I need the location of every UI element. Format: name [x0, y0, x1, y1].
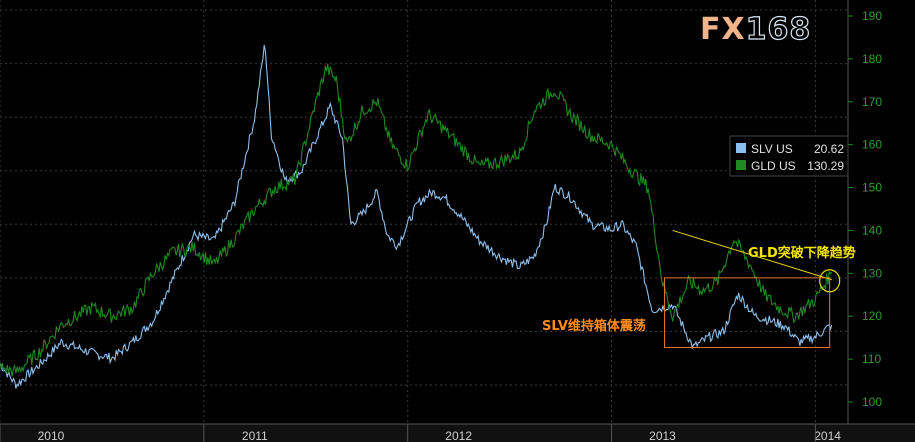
logo-fx-text: FX	[700, 12, 746, 47]
right-tick-label: 160	[862, 138, 882, 152]
right-tick-label: 180	[862, 52, 882, 66]
right-axis: 190 180 170 160 150 140 130 120 110 100	[847, 0, 915, 442]
legend-swatch	[736, 143, 746, 153]
slv-range-box	[664, 277, 831, 349]
legend: SLV US 20.62 GLD US 130.29	[729, 135, 849, 177]
x-axis: 2010 2011 2012 2013 2014	[0, 423, 915, 442]
x-axis-bar	[0, 424, 915, 442]
gld-annotation-label: GLD突破下降趋势	[748, 245, 856, 261]
chart-grid	[0, 0, 848, 424]
x-tick-label: 2012	[445, 429, 472, 442]
right-tick-label: 170	[862, 95, 882, 109]
fx168-logo: FX168	[700, 11, 812, 47]
right-tick-label: 150	[862, 181, 882, 195]
x-tick-label: 2011	[242, 429, 268, 442]
legend-box	[729, 135, 849, 177]
x-tick-label: 2013	[649, 429, 676, 442]
legend-series-name: GLD US	[751, 159, 796, 173]
legend-series-value: 20.62	[814, 142, 844, 156]
slv-annotation-label: SLV维持箱体震荡	[542, 318, 646, 334]
right-tick-label: 120	[862, 309, 882, 323]
right-tick-label: 140	[862, 223, 882, 237]
right-tick-label: 110	[862, 352, 881, 366]
legend-series-name: SLV US	[751, 142, 793, 156]
legend-series-value: 130.29	[807, 159, 844, 173]
plot-background	[0, 0, 848, 424]
right-tick-label: 130	[862, 266, 882, 280]
x-tick-label: 2014	[814, 429, 841, 442]
legend-swatch	[736, 160, 746, 170]
right-tick-label: 100	[862, 395, 882, 409]
logo-number-text: 168	[745, 11, 812, 47]
series-line-slv	[0, 44, 833, 389]
gld-trendline	[672, 229, 832, 281]
right-tick-label: 190	[862, 9, 882, 23]
series-group	[0, 44, 833, 389]
x-tick-label: 2010	[38, 429, 65, 442]
right-axis-strip	[848, 0, 915, 442]
series-line-gld	[0, 63, 833, 377]
annotations-group: GLD突破下降趋势 SLV维持箱体震荡	[542, 229, 856, 349]
